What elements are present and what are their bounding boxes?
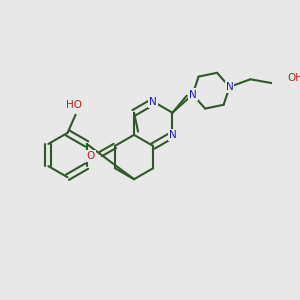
Text: N: N [149, 97, 157, 106]
Text: O: O [86, 151, 95, 161]
Text: HO: HO [66, 100, 82, 110]
Text: N: N [189, 89, 196, 100]
Text: OH: OH [287, 73, 300, 83]
Text: N: N [169, 130, 176, 140]
Text: N: N [226, 82, 233, 92]
